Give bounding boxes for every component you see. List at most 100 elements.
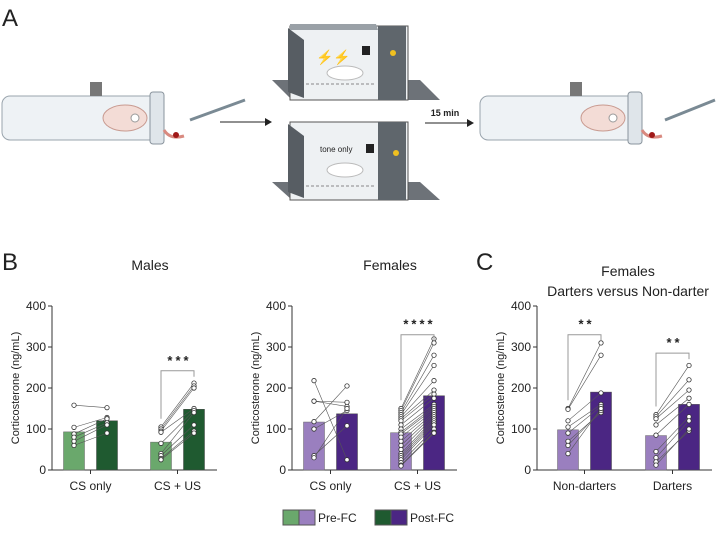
y-axis-label: Corticosterone (ng/mL) (250, 332, 262, 445)
x-tick-label: CS + US (394, 479, 441, 493)
data-point-post (598, 352, 604, 358)
syringe-icon (189, 98, 246, 122)
data-point-post (344, 383, 350, 389)
data-point-pre (158, 457, 164, 463)
data-point-pre (311, 378, 317, 384)
data-point-pre (565, 450, 571, 457)
pair-line (400, 420, 435, 456)
significance-stars: ** (666, 335, 682, 350)
restrainer-tube-right (479, 82, 716, 145)
y-tick-label: 0 (39, 463, 46, 477)
y-tick-label: 400 (26, 299, 46, 313)
pair-line (73, 422, 108, 438)
pair-line (400, 418, 435, 454)
pair-line (400, 412, 435, 442)
data-point-post (104, 422, 110, 428)
data-point-post (344, 405, 350, 412)
y-tick-label: 300 (266, 340, 286, 354)
legend: Pre-FC Post-FC (282, 509, 454, 526)
data-point-pre (565, 442, 571, 448)
pair-line (567, 406, 602, 434)
legend-label-pre: Pre-FC (318, 511, 357, 525)
data-point-post (686, 395, 692, 401)
pair-line (567, 404, 602, 428)
significance-bracket (400, 334, 435, 401)
y-tick-label: 0 (524, 463, 531, 477)
data-point-pre (653, 462, 659, 468)
pair-line (73, 424, 108, 442)
data-point-post (431, 378, 437, 384)
speaker-icon (362, 46, 370, 55)
panel-label-a: A (2, 5, 18, 32)
pair-line (73, 404, 108, 408)
pair-line (400, 414, 435, 446)
pair-line (400, 365, 435, 415)
x-tick-label: Darters (653, 479, 692, 493)
syringe-icon (664, 98, 716, 122)
pair-line (400, 416, 435, 450)
data-point-post (686, 377, 692, 383)
y-tick-label: 400 (511, 299, 531, 313)
chart-title: Females (363, 257, 417, 273)
data-point-post (686, 426, 692, 432)
y-tick-label: 200 (511, 381, 531, 395)
data-point-post (104, 430, 110, 436)
pair-line (655, 428, 690, 466)
x-tick-label: CS only (309, 479, 351, 493)
pair-line (313, 408, 348, 458)
paired-points (398, 336, 437, 469)
pair-line (400, 410, 435, 438)
data-point-pre (565, 406, 571, 412)
pair-line (160, 410, 195, 444)
pair-line (313, 400, 348, 403)
data-point-pre (158, 440, 164, 446)
x-tick-label: Non-darters (553, 479, 616, 493)
y-tick-label: 200 (26, 381, 46, 395)
panel-label-c: C (476, 249, 493, 276)
pair-line (160, 430, 195, 459)
pair-line (73, 418, 108, 435)
bar-post-fc (96, 420, 118, 471)
data-point-post (686, 418, 692, 424)
data-point-pre (653, 448, 659, 455)
chart-title: Males (131, 257, 168, 273)
paired-points (158, 380, 197, 463)
data-point-post (431, 430, 437, 436)
significance-stars: ** (578, 317, 594, 332)
pair-line (655, 389, 690, 419)
pair-line (567, 355, 602, 410)
pair-line (400, 398, 435, 426)
bar-post-fc (183, 409, 205, 471)
pair-line (160, 382, 195, 428)
significance-stars: **** (403, 317, 435, 332)
x-tick-label: CS only (69, 479, 111, 493)
pair-line (655, 379, 690, 417)
y-axis-label: Corticosterone (ng/mL) (10, 332, 22, 445)
pair-line (400, 393, 435, 422)
pair-line (655, 404, 690, 436)
data-point-post (191, 430, 197, 436)
y-tick-label: 200 (266, 381, 286, 395)
x-tick-label: CS + US (154, 479, 201, 493)
pair-line (400, 404, 435, 430)
pair-line (567, 408, 602, 454)
pair-line (400, 338, 435, 409)
data-point-pre (311, 426, 317, 432)
data-point-post (686, 401, 692, 407)
bar-post-fc (336, 413, 358, 471)
pair-line (400, 389, 435, 419)
pair-line (655, 365, 690, 415)
data-point-post (104, 405, 110, 411)
chart-subtitle: Darters versus Non-darter (547, 283, 709, 299)
fear-conditioning-chamber-tone: tone only (272, 121, 440, 201)
data-point-pre (653, 416, 659, 422)
legend-swatch-post-green (374, 509, 392, 526)
pair-line (313, 425, 348, 456)
pair-line (400, 428, 435, 463)
y-tick-label: 300 (26, 340, 46, 354)
pair-line (160, 385, 195, 430)
pair-line (160, 387, 195, 432)
paired-points (565, 340, 604, 457)
legend-swatch-post-purple (390, 509, 408, 526)
